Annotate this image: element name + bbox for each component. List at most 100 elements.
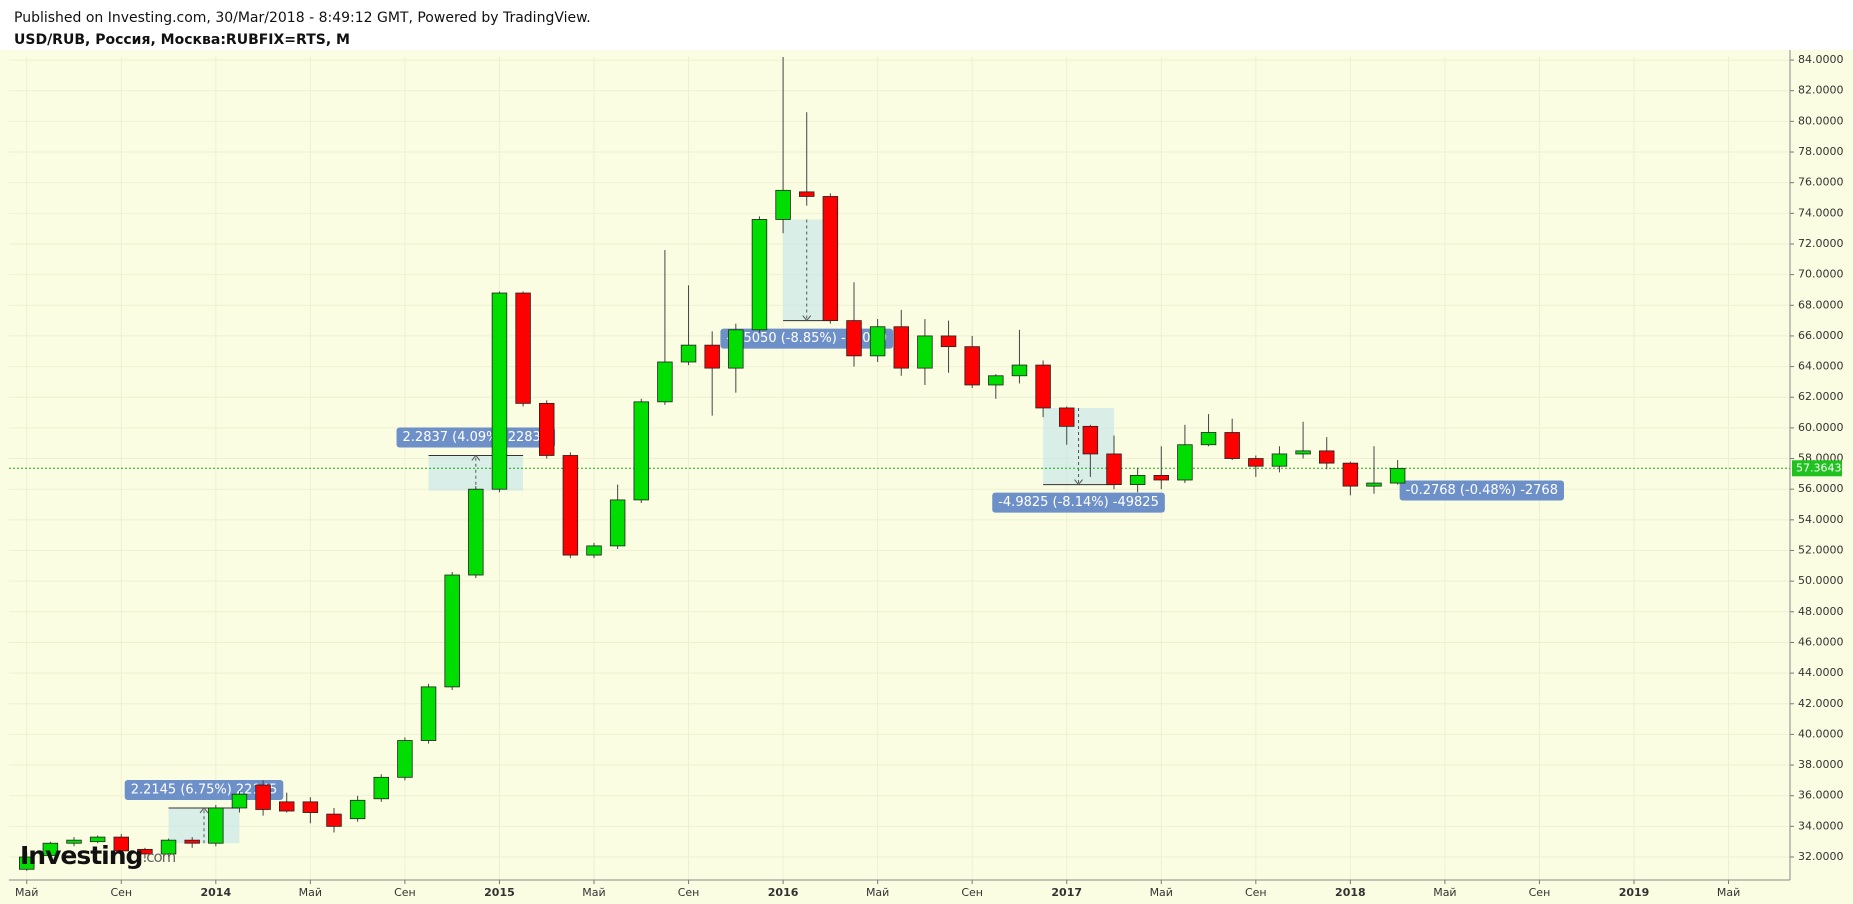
measure-label: -0.2768 (-0.48%) -2768	[1406, 483, 1558, 498]
candle-body	[42, 842, 59, 856]
x-tick-label: Сен	[1529, 886, 1551, 899]
candle-body	[89, 836, 106, 843]
candle-body	[562, 455, 579, 556]
candle-body	[728, 329, 744, 369]
measure-label-group: -4.9825 (-8.14%) -49825	[992, 492, 1165, 513]
candle-body	[1342, 462, 1359, 487]
y-tick-label: 42.0000	[1798, 697, 1844, 710]
y-tick-label: 40.0000	[1798, 727, 1844, 740]
candle-body	[515, 292, 531, 404]
y-tick-label: 32.0000	[1798, 850, 1844, 863]
y-tick-label: 74.0000	[1798, 206, 1844, 219]
candle-body	[208, 807, 224, 844]
candle-body	[349, 799, 366, 820]
measure-label-bg	[992, 492, 1165, 513]
candle-body	[1224, 432, 1240, 459]
candle-body	[586, 545, 602, 556]
candle-body	[893, 326, 909, 369]
candle-body	[1366, 482, 1382, 487]
candle-body	[302, 801, 319, 813]
candle-body	[373, 776, 390, 800]
y-tick-label: 52.0000	[1798, 543, 1844, 556]
candle-body	[491, 292, 508, 490]
x-tick-label: Май	[1150, 886, 1173, 899]
measure-label: 2.2145 (6.75%) 22145	[131, 782, 278, 797]
candle-body	[326, 813, 342, 827]
x-tick-label: Май	[1433, 886, 1456, 899]
candle-body	[1200, 432, 1217, 446]
candle-body	[633, 401, 649, 501]
measure-arrowhead	[199, 807, 209, 814]
x-tick-label: 2016	[768, 886, 799, 899]
x-tick-label: Май	[582, 886, 605, 899]
candle-body	[964, 346, 980, 386]
y-tick-label: 60.0000	[1798, 421, 1844, 434]
candle-body	[846, 320, 862, 357]
published-note: Published on Investing.com, 30/Mar/2018 …	[14, 10, 591, 26]
last-price-label: 57.3643	[1796, 461, 1842, 474]
x-tick-label: Сен	[394, 886, 416, 899]
y-tick-label: 62.0000	[1798, 390, 1844, 403]
measure-arrowhead	[471, 454, 481, 461]
x-tick-label: Сен	[1245, 886, 1267, 899]
candle-body	[468, 488, 484, 576]
candle-body	[917, 335, 933, 369]
symbol-title: USD/RUB, Россия, Москва:RUBFIX=RTS, M	[14, 32, 350, 48]
candle-body	[1319, 450, 1335, 464]
y-tick-label: 78.0000	[1798, 145, 1844, 158]
candle-body	[66, 839, 82, 844]
candle-body	[1271, 453, 1288, 467]
candle-body	[680, 344, 697, 363]
x-tick-label: Май	[1717, 886, 1740, 899]
y-tick-label: 48.0000	[1798, 605, 1844, 618]
x-tick-label: Сен	[110, 886, 132, 899]
x-tick-label: 2015	[484, 886, 515, 899]
y-tick-label: 70.0000	[1798, 268, 1844, 281]
measure-label-group: -0.2768 (-0.48%) -2768	[1399, 480, 1564, 501]
y-tick-label: 64.0000	[1798, 360, 1844, 373]
candle-body	[822, 196, 839, 322]
y-tick-label: 50.0000	[1798, 574, 1844, 587]
measure-label-group: 2.2837 (4.09%) 22837	[396, 427, 556, 448]
measure-label-bg	[396, 427, 556, 448]
candle-body	[1153, 474, 1169, 481]
x-tick-label: 2019	[1619, 886, 1650, 899]
y-tick-label: 68.0000	[1798, 298, 1844, 311]
logo: Investing.com	[20, 841, 176, 870]
x-tick-label: 2017	[1051, 886, 1082, 899]
y-tick-label: 54.0000	[1798, 513, 1844, 526]
candle-body	[1011, 364, 1028, 377]
candle-body	[869, 326, 886, 357]
measure-arrowhead	[802, 315, 812, 322]
measure-label: -6.5050 (-8.85%) -65050	[726, 331, 887, 346]
measure-label-group: -6.5050 (-8.85%) -65050	[720, 328, 894, 349]
measure-label: -4.9825 (-8.14%) -49825	[998, 495, 1159, 510]
measure-label-bg	[1399, 480, 1564, 501]
candle-body	[751, 219, 768, 331]
y-tick-label: 72.0000	[1798, 237, 1844, 250]
x-tick-label: 2018	[1335, 886, 1366, 899]
candle-body	[278, 801, 295, 812]
logo-main: Investing	[20, 841, 142, 870]
candle-body	[420, 686, 437, 741]
x-tick-label: Сен	[961, 886, 983, 899]
x-tick-label: Сен	[678, 886, 700, 899]
x-tick-label: Май	[299, 886, 322, 899]
y-tick-label: 44.0000	[1798, 666, 1844, 679]
x-tick-label: 2014	[201, 886, 232, 899]
candle-body	[113, 836, 130, 852]
x-tick-label: Май	[15, 886, 38, 899]
candle-body	[988, 375, 1004, 386]
y-tick-label: 66.0000	[1798, 329, 1844, 342]
measure-label: 2.2837 (4.09%) 22837	[403, 430, 550, 445]
y-tick-label: 46.0000	[1798, 635, 1844, 648]
candle-body	[444, 574, 460, 688]
candle-body	[184, 839, 200, 844]
candle-body	[775, 189, 791, 220]
chart-background	[0, 50, 1853, 904]
candle-body	[1177, 444, 1193, 481]
candle-body	[1295, 450, 1311, 455]
candle-body	[18, 856, 35, 870]
